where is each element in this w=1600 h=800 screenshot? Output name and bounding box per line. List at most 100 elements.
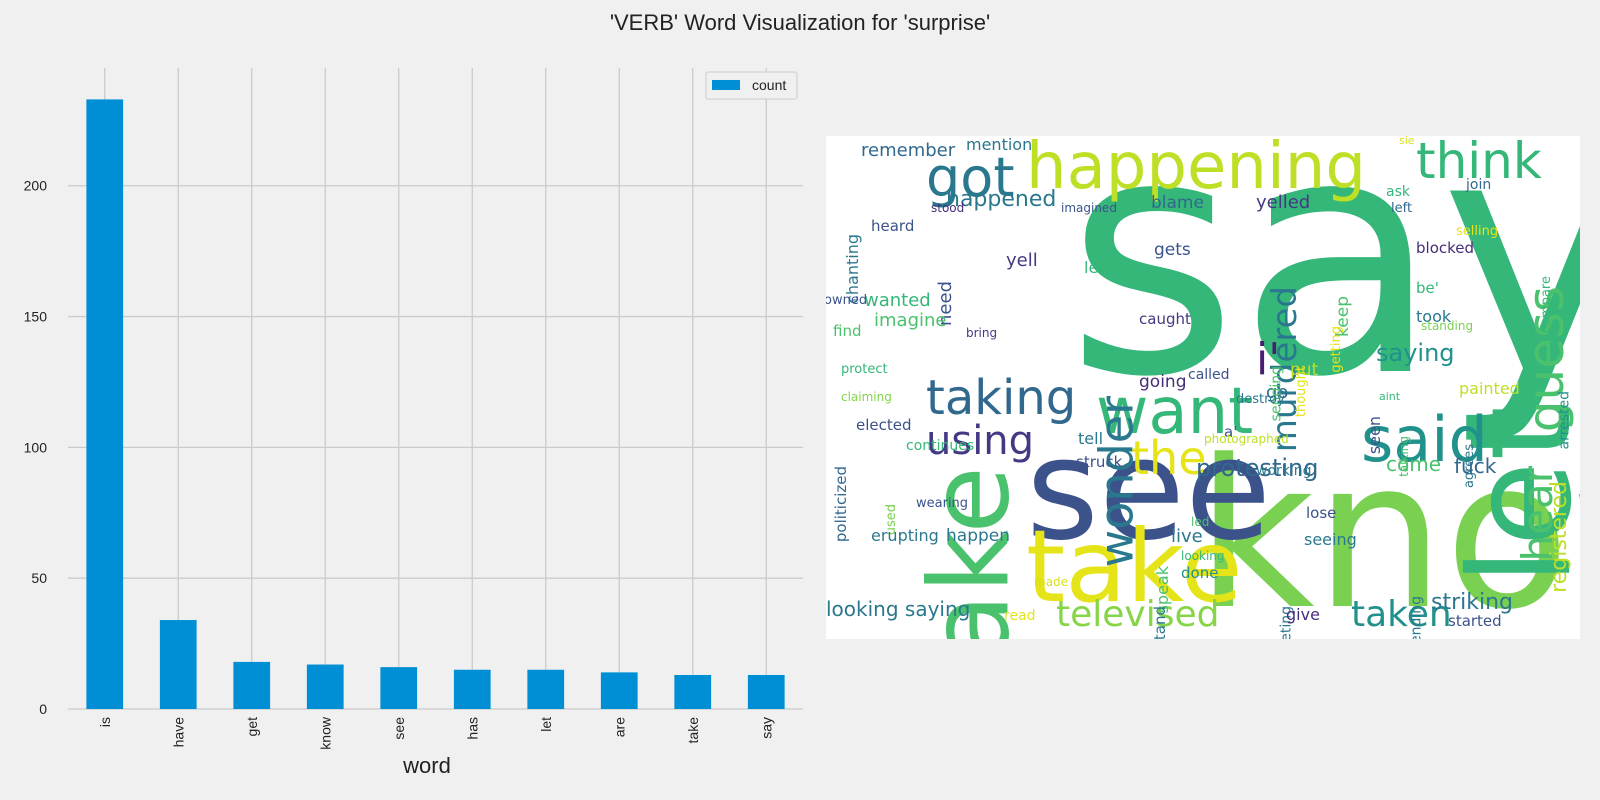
cloud-word: arrested — [1557, 391, 1573, 449]
legend[interactable]: count — [705, 71, 798, 100]
cloud-word: ask — [1386, 184, 1411, 200]
y-tick-label: 0 — [39, 701, 47, 717]
bar-are[interactable] — [600, 672, 638, 709]
cloud-word: hear — [1513, 465, 1562, 561]
cloud-word: live — [1171, 526, 1203, 547]
cloud-word: thought — [1294, 366, 1309, 417]
bar-get[interactable] — [233, 661, 271, 709]
cloud-word: said — [1361, 403, 1488, 476]
bar-is[interactable] — [86, 99, 124, 709]
cloud-word: photographed — [1204, 432, 1289, 446]
bar-say[interactable] — [747, 674, 785, 709]
cloud-word: wanted — [864, 290, 931, 311]
cloud-word: took — [1416, 307, 1452, 326]
x-tick-labels: is have get know see has let are take say — [97, 716, 775, 750]
bar-chart: 0 50 100 150 200 is have get know see has let are ta… — [24, 68, 803, 778]
legend-swatch — [712, 80, 740, 90]
y-tick-labels: 0 50 100 150 200 — [24, 178, 48, 717]
cloud-word: taking — [926, 370, 1076, 426]
cloud-word: destroy — [1236, 392, 1285, 407]
cloud-word: working — [1256, 463, 1312, 479]
x-tick-label: have — [170, 717, 186, 748]
y-tick-label: 100 — [24, 439, 48, 455]
cloud-word: gets — [1154, 240, 1191, 260]
cloud-word: getting — [1329, 326, 1344, 373]
grid-lines — [68, 68, 803, 710]
cloud-word: compare — [1539, 276, 1554, 333]
cloud-word: caught — [1139, 310, 1191, 328]
cloud-word: protect — [841, 362, 888, 377]
x-tick-label: know — [317, 716, 333, 750]
cloud-word: see — [1026, 409, 1271, 572]
cloud-word: seen — [1365, 416, 1384, 454]
bar-take[interactable] — [674, 674, 712, 709]
cloud-word: elected — [856, 416, 912, 434]
cloud-word: tweeting — [1279, 606, 1295, 639]
cloud-word: done — [1181, 564, 1218, 582]
cloud-word: happened — [946, 187, 1056, 212]
cloud-word: blocked — [1416, 239, 1474, 257]
bar-has[interactable] — [453, 669, 491, 709]
cloud-word: read — [1004, 608, 1036, 624]
cloud-word: chanting — [843, 234, 862, 304]
legend-box — [705, 71, 798, 100]
cloud-word: the — [1131, 431, 1207, 485]
cloud-word: be' — [1416, 279, 1439, 297]
cloud-word: claiming — [841, 390, 892, 404]
cloud-word: a' — [1224, 423, 1237, 441]
x-tick-label: is — [97, 717, 113, 727]
cloud-word: got — [926, 146, 1015, 209]
cloud-word: think — [1416, 136, 1542, 190]
cloud-word: seeing — [1304, 530, 1357, 549]
cloud-word: imagined — [1061, 201, 1117, 215]
cloud-word: called — [1188, 367, 1230, 383]
cloud-word: talking — [1397, 436, 1411, 477]
cloud-word: tell — [1078, 429, 1103, 448]
figure-title: 'VERB' Word Visualization for 'surprise' — [609, 10, 991, 35]
bar-have[interactable] — [159, 620, 197, 709]
cloud-word: keep — [1333, 296, 1353, 337]
bar-know[interactable] — [306, 664, 344, 709]
y-tick-label: 150 — [24, 309, 48, 325]
cloud-word: taken — [1351, 594, 1452, 635]
cloud-word: heard — [871, 217, 914, 235]
cloud-word: using — [926, 418, 1034, 464]
bars — [86, 99, 785, 709]
cloud-word: made — [1034, 575, 1068, 589]
cloud-word: saying — [1376, 339, 1455, 367]
legend-label: count — [752, 77, 786, 93]
cloud-word: stood — [931, 201, 964, 215]
cloud-word: struck — [1076, 453, 1123, 471]
bar-let[interactable] — [527, 669, 565, 709]
cloud-word: yell — [1006, 250, 1038, 271]
cloud-word: lose — [1306, 504, 1336, 522]
x-tick-label: has — [464, 717, 480, 740]
cloud-word: happening — [1026, 136, 1366, 204]
cloud-word: leave — [1084, 258, 1127, 277]
cloud-word: go — [1266, 382, 1288, 403]
cloud-word: televised — [1056, 594, 1219, 635]
cloud-word: used — [884, 504, 899, 535]
cloud-word: striking — [1431, 590, 1513, 615]
cloud-word: put — [1290, 360, 1319, 380]
cloud-word: continues — [906, 438, 974, 454]
cloud-word: mention — [966, 136, 1032, 154]
cloud-word: come — [1386, 452, 1441, 476]
cloud-word: wonder — [1089, 396, 1143, 567]
y-tick-label: 50 — [31, 570, 47, 586]
cloud-word: remember — [861, 140, 956, 161]
cloud-word: looking — [1181, 549, 1225, 563]
x-tick-label: let — [538, 717, 554, 732]
word-cloud: sayknowseetakemake let happening think got gu… — [826, 136, 1580, 639]
cloud-word: happen — [946, 526, 1010, 546]
cloud-word: selling — [1456, 224, 1498, 239]
bar-see[interactable] — [380, 667, 418, 709]
cloud-word: looking saying — [826, 597, 970, 621]
cloud-word: speak — [1153, 565, 1172, 613]
cloud-word: painted — [1459, 379, 1520, 398]
cloud-word: fuck — [1454, 454, 1497, 478]
cloud-word: make — [906, 466, 1034, 639]
cloud-word: let — [1440, 406, 1580, 586]
cloud-word: blame — [1151, 193, 1204, 213]
cloud-word: politicized — [832, 466, 850, 542]
